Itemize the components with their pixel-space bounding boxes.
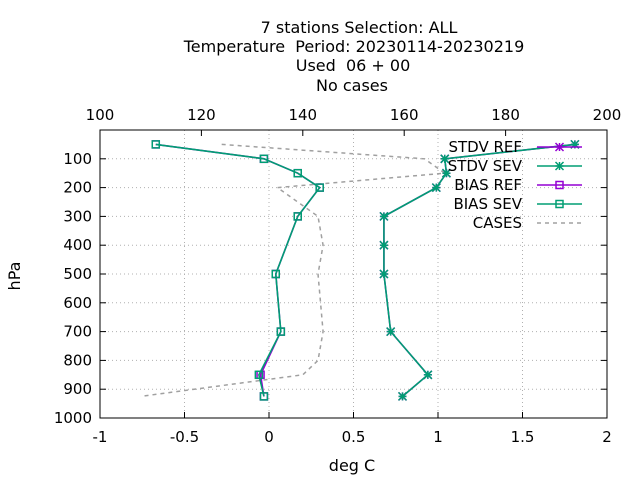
- y-axis-label: hPa: [5, 262, 24, 291]
- series-layer: [140, 139, 580, 401]
- y-tick-label: 500: [63, 265, 92, 283]
- y-tick-label: 300: [63, 207, 92, 225]
- data-point-square: [259, 392, 269, 401]
- x2-tick-label: 100: [86, 106, 115, 124]
- plot-frame: [99, 129, 608, 419]
- chart-title-line: No cases: [316, 76, 388, 95]
- data-point-square: [555, 199, 564, 209]
- legend-label: STDV SEV: [448, 157, 523, 175]
- y-tick-label: 700: [63, 323, 92, 341]
- chart-title: 7 stations Selection: ALL Temperature Pe…: [183, 18, 525, 95]
- x-tick-label: -1: [93, 428, 108, 446]
- data-point-square: [315, 183, 324, 192]
- data-point-square: [293, 212, 302, 221]
- x2-tick-label: 200: [593, 106, 622, 124]
- series-line: [155, 143, 321, 397]
- data-point-square: [555, 180, 564, 190]
- legend-item: BIAS REF: [454, 176, 582, 194]
- x2-tick-label: 120: [187, 106, 216, 124]
- data-point-square: [293, 168, 302, 178]
- x-tick-label: 0: [264, 428, 274, 446]
- x-tick-label: 2: [602, 428, 612, 446]
- series-line: [383, 143, 575, 398]
- x-axis-label: deg C: [329, 456, 375, 475]
- legend-item: STDV REF: [448, 138, 582, 156]
- y-tick-label: 1000: [54, 409, 92, 427]
- data-point-square: [151, 140, 161, 149]
- y-tick-label: 900: [63, 380, 92, 398]
- series-bias-sev: [151, 140, 324, 401]
- x2-tick-label: 160: [390, 106, 419, 124]
- data-point-square: [271, 269, 281, 279]
- legend-item: CASES: [473, 214, 582, 232]
- y-tick-label: 600: [63, 294, 92, 312]
- chart-title-line: Used 06 + 00: [296, 56, 411, 75]
- y-tick-label: 100: [63, 150, 92, 168]
- series-cases: [140, 143, 447, 398]
- legend-item: STDV SEV: [448, 157, 582, 175]
- series-bias-ref: [151, 140, 324, 401]
- axis-ticks: -1 -0.5 0 0.5 1 1.5 2 100 120 140 160 180 200 100 200 3…: [54, 106, 622, 446]
- y-tick-label: 200: [63, 179, 92, 197]
- series-line: [140, 143, 447, 398]
- legend-item: BIAS SEV: [453, 195, 582, 213]
- x2-tick-label: 140: [288, 106, 317, 124]
- data-point-square: [276, 327, 286, 336]
- series-line: [155, 143, 321, 397]
- legend-label: STDV REF: [448, 138, 522, 156]
- chart-title-line: 7 stations Selection: ALL: [261, 18, 458, 37]
- legend-label: CASES: [473, 214, 522, 232]
- data-point-square: [254, 370, 264, 380]
- x-tick-label: 1.5: [511, 428, 535, 446]
- y-tick-label: 400: [63, 236, 92, 254]
- legend-label: BIAS REF: [454, 176, 522, 194]
- y-tick-label: 800: [63, 351, 92, 369]
- x-tick-label: 0.5: [342, 428, 366, 446]
- grid: [100, 130, 607, 418]
- legend-label: BIAS SEV: [453, 195, 522, 213]
- x2-tick-label: 180: [491, 106, 520, 124]
- data-point-square: [259, 154, 269, 164]
- x-tick-label: -0.5: [170, 428, 199, 446]
- x-tick-label: 1: [433, 428, 443, 446]
- series-stdv-sev: [379, 139, 580, 401]
- chart-title-line: Temperature Period: 20230114-20230219: [183, 37, 525, 56]
